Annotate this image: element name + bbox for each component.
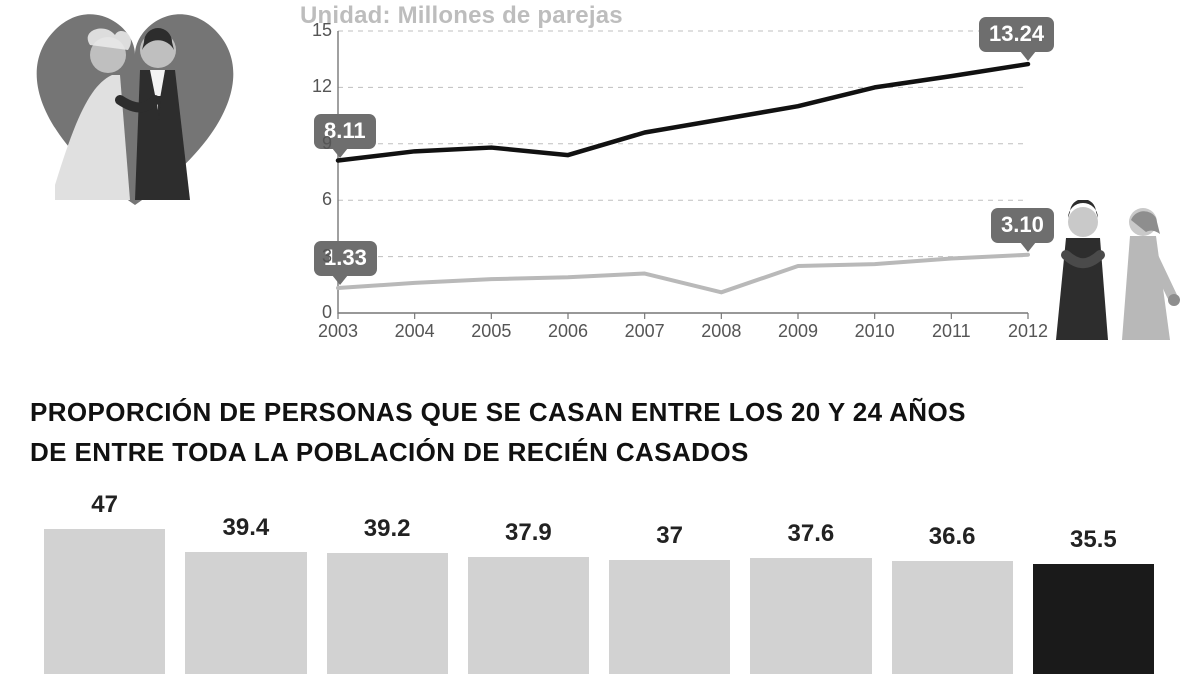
bar [44,529,165,674]
bar-chart: 47 39.4 39.2 37.9 37 37.6 36.6 35.5 [44,494,1154,674]
bar [609,560,730,674]
bar-column: 39.2 [327,515,448,674]
x-tick-label: 2009 [774,321,822,342]
bar-value-label: 39.4 [223,514,270,542]
title-line-2: DE ENTRE TODA LA POBLACIÓN DE RECIÉN CAS… [30,437,749,467]
line-chart: 8.1113.241.333.10 03691215 2003200420052… [320,25,1040,345]
y-tick-label: 9 [322,133,332,154]
x-tick-label: 2008 [697,321,745,342]
bar [1033,564,1154,674]
page: Unidad: Millones de parejas [0,0,1200,675]
title-line-1: PROPORCIÓN DE PERSONAS QUE SE CASAN ENTR… [30,397,966,427]
bottom-region: PROPORCIÓN DE PERSONAS QUE SE CASAN ENTR… [30,392,1170,662]
x-tick-label: 2004 [391,321,439,342]
y-tick-label: 15 [312,20,332,41]
bar-value-label: 37.9 [505,519,552,547]
y-tick-label: 0 [322,302,332,323]
y-tick-label: 3 [322,246,332,267]
bar-value-label: 36.6 [929,523,976,551]
bar-value-label: 37 [656,522,683,550]
bar-column: 37 [609,522,730,674]
bar [185,552,306,674]
x-tick-label: 2011 [927,321,975,342]
x-tick-label: 2006 [544,321,592,342]
bar-value-label: 47 [91,491,118,519]
bar [468,557,589,674]
bar-column: 36.6 [892,523,1013,674]
divorce-couple-icon [1038,200,1188,340]
y-tick-label: 12 [312,76,332,97]
bar-value-label: 39.2 [364,515,411,543]
y-tick-label: 6 [322,189,332,210]
line-chart-svg [320,25,1040,345]
x-tick-label: 2010 [851,321,899,342]
wedding-heart-icon [10,0,270,240]
bar-value-label: 35.5 [1070,526,1117,554]
bar-column: 37.9 [468,519,589,674]
x-tick-label: 2005 [467,321,515,342]
bar-chart-title: PROPORCIÓN DE PERSONAS QUE SE CASAN ENTR… [30,392,1170,473]
bar-column: 39.4 [185,514,306,674]
bar [327,553,448,674]
x-tick-label: 2007 [621,321,669,342]
bar-column: 35.5 [1033,526,1154,674]
bar-column: 47 [44,491,165,674]
bar [750,558,871,674]
bar-column: 37.6 [750,520,871,674]
bar-value-label: 37.6 [788,520,835,548]
top-region: Unidad: Millones de parejas [0,0,1200,380]
x-tick-label: 2003 [314,321,362,342]
data-callout: 13.24 [979,17,1054,52]
bar [892,561,1013,674]
